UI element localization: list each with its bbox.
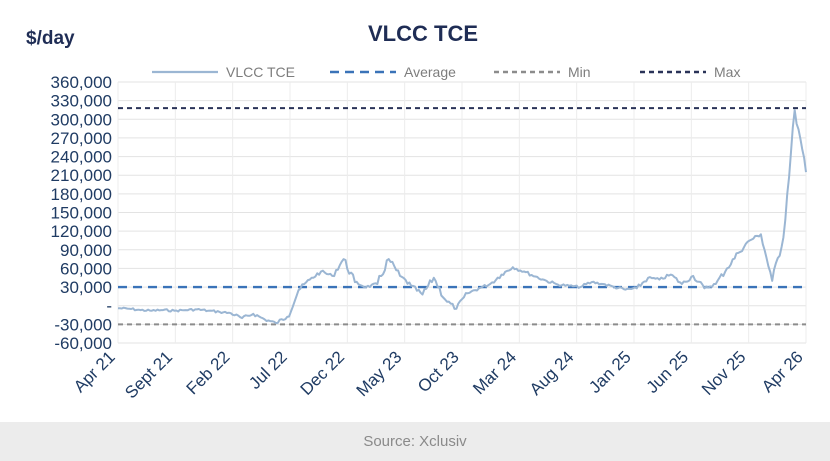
x-tick-label: Sept 21 bbox=[121, 347, 176, 402]
legend-label: Max bbox=[714, 64, 740, 80]
y-tick-label: 330,000 bbox=[51, 92, 112, 111]
y-tick-label: 360,000 bbox=[51, 73, 112, 92]
legend: VLCC TCE Average Min Max bbox=[152, 64, 740, 80]
x-tick-label: May 23 bbox=[353, 347, 406, 400]
y-tick-label: 210,000 bbox=[51, 166, 112, 185]
grid-layer bbox=[117, 81, 807, 344]
y-tick-label: 30,000 bbox=[60, 278, 112, 297]
y-tick-label: 270,000 bbox=[51, 129, 112, 148]
y-tick-label: - bbox=[106, 297, 112, 316]
legend-label: Average bbox=[404, 64, 456, 80]
chart-card: 360,000 330,000 300,000 270,000 240,000 210,0… bbox=[0, 0, 830, 422]
x-tick-label: Jul 22 bbox=[245, 347, 291, 393]
axis-layer: 360,000330,000300,000270,000240,000210,0… bbox=[51, 73, 807, 402]
x-tick-label: Aug 24 bbox=[526, 347, 578, 399]
x-tick-label: Jan 25 bbox=[585, 347, 635, 397]
legend-label: Min bbox=[568, 64, 591, 80]
legend-label: VLCC TCE bbox=[226, 64, 295, 80]
x-tick-label: Apr 26 bbox=[758, 347, 807, 396]
y-tick-label: -30,000 bbox=[54, 315, 112, 334]
chart-svg: 360,000330,000300,000270,000240,000210,0… bbox=[26, 21, 807, 402]
x-tick-label: Jun 25 bbox=[643, 347, 693, 397]
source-caption: Source: Xclusiv bbox=[363, 433, 467, 450]
y-tick-label: 60,000 bbox=[60, 259, 112, 278]
y-tick-label: 240,000 bbox=[51, 148, 112, 167]
y-axis-unit-label: $/day bbox=[26, 28, 75, 49]
x-tick-label: Nov 25 bbox=[698, 347, 750, 399]
x-tick-label: Feb 22 bbox=[183, 347, 234, 398]
chart-title: VLCC TCE bbox=[368, 21, 478, 46]
x-tick-label: Oct 23 bbox=[414, 347, 463, 396]
y-tick-label: 90,000 bbox=[60, 241, 112, 260]
series-layer bbox=[117, 109, 807, 325]
series-line-vlcc-tce bbox=[117, 109, 807, 325]
x-tick-label: Dec 22 bbox=[297, 347, 349, 399]
y-tick-label: -60,000 bbox=[54, 334, 112, 353]
x-tick-label: Mar 24 bbox=[469, 347, 520, 398]
y-tick-label: 300,000 bbox=[51, 110, 112, 129]
y-tick-label: 150,000 bbox=[51, 204, 112, 223]
y-tick-label: 180,000 bbox=[51, 185, 112, 204]
x-tick-label: Apr 21 bbox=[70, 347, 119, 396]
y-tick-label: 120,000 bbox=[51, 222, 112, 241]
reference-lines bbox=[118, 107, 806, 326]
